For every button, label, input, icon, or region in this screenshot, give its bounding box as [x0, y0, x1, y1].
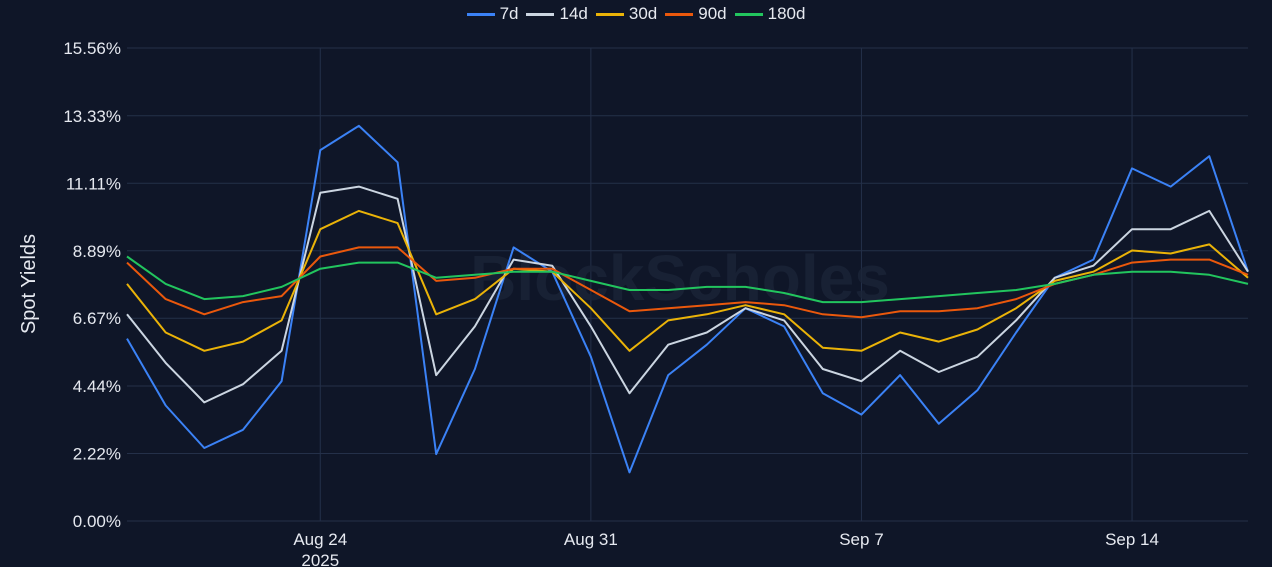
legend-swatch: [595, 13, 624, 17]
legend-item-7d[interactable]: 7d: [466, 4, 519, 24]
legend-item-14d[interactable]: 14d: [526, 4, 588, 24]
y-axis-label: Spot Yields: [18, 234, 40, 334]
y-tick-label: 2.22%: [73, 445, 121, 464]
watermark: BlockScholes: [470, 242, 890, 314]
x-tick-label: Aug 31: [564, 530, 618, 549]
y-tick-label: 8.89%: [73, 242, 121, 261]
legend-label: 7d: [499, 4, 519, 23]
legend-label: 14d: [559, 4, 588, 23]
legend-swatch: [466, 13, 495, 17]
y-tick-label: 0.00%: [73, 512, 121, 531]
legend-label: 30d: [628, 4, 658, 23]
legend-label: 90d: [698, 4, 727, 23]
series-line-180d: [126, 255, 1249, 304]
y-tick-label: 6.67%: [73, 309, 121, 328]
legend-item-90d[interactable]: 90d: [665, 4, 727, 24]
x-tick-label: Sep 14: [1105, 530, 1159, 549]
series-lines: [126, 124, 1249, 474]
legend-item-180d[interactable]: 180d: [734, 4, 806, 24]
y-tick-label: 15.56%: [63, 39, 121, 58]
y-tick-label: 11.11%: [66, 174, 121, 193]
legend: 7d 14d 30d 90d 180d: [0, 4, 1272, 24]
y-tick-label: 4.44%: [73, 377, 121, 396]
x-tick-labels: Aug 24 2025 Aug 31 Sep 7 Sep 14: [293, 530, 1159, 567]
series-line-30d: [126, 209, 1249, 352]
legend-label: 180d: [767, 4, 806, 23]
legend-swatch: [734, 13, 763, 17]
legend-item-30d[interactable]: 30d: [595, 4, 658, 24]
x-tick-label: Sep 7: [839, 530, 883, 549]
series-line-14d: [126, 185, 1249, 404]
legend-swatch: [526, 13, 555, 17]
legend-swatch: [665, 13, 694, 17]
x-tick-label: Aug 24: [293, 530, 347, 549]
y-tick-label: 13.33%: [63, 107, 121, 126]
y-tick-labels: 0.00% 2.22% 4.44% 6.67% 8.89% 11.11% 13.33% 15.…: [63, 39, 121, 531]
x-tick-sublabel: 2025: [301, 551, 339, 567]
